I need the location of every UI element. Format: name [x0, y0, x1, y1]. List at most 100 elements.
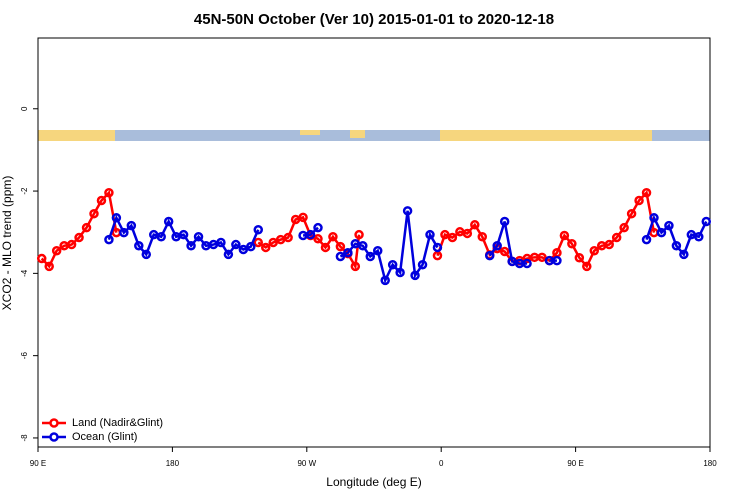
data-point	[440, 229, 450, 240]
data-point	[567, 238, 577, 249]
x-tick-label: 90 E	[567, 459, 583, 468]
data-point	[223, 249, 234, 260]
data-point	[96, 195, 107, 206]
ocean-band	[38, 130, 710, 141]
data-point	[559, 230, 570, 241]
land-band	[300, 130, 320, 135]
data-point	[268, 237, 278, 248]
land-band	[350, 130, 365, 138]
data-point	[156, 231, 166, 242]
data-point	[432, 242, 443, 253]
data-point	[178, 229, 189, 240]
data-point	[492, 241, 502, 251]
data-point	[253, 224, 264, 235]
data-point	[313, 234, 323, 244]
data-point	[320, 242, 331, 253]
data-point	[89, 208, 99, 219]
data-point	[186, 241, 196, 251]
data-point	[193, 231, 204, 242]
data-point	[664, 220, 674, 231]
data-point	[328, 231, 338, 242]
data-point	[634, 195, 644, 206]
y-tick-label: -4	[20, 269, 29, 277]
y-tick-label: -6	[20, 352, 29, 360]
data-point	[104, 234, 114, 245]
data-point	[626, 208, 637, 219]
data-point	[51, 245, 62, 256]
data-point	[119, 227, 129, 238]
data-point	[283, 232, 293, 243]
data-point	[641, 187, 652, 198]
legend-marker	[49, 432, 59, 442]
data-point	[313, 222, 323, 233]
land-band	[440, 130, 652, 141]
data-point	[335, 241, 346, 252]
data-point	[470, 220, 480, 230]
data-point	[417, 259, 428, 270]
data-point	[552, 255, 562, 266]
x-axis-label: Longitude (deg E)	[326, 475, 421, 489]
data-point	[425, 229, 435, 240]
data-point	[604, 239, 614, 250]
x-tick-label: 90 W	[297, 459, 316, 468]
y-tick-label: 0	[20, 106, 29, 111]
data-point	[656, 227, 667, 238]
data-point	[499, 216, 510, 227]
data-point	[216, 237, 226, 248]
legend-label: Ocean (Glint)	[72, 431, 137, 443]
data-point	[350, 261, 361, 272]
data-point	[694, 231, 704, 242]
data-point	[619, 222, 629, 233]
data-point	[253, 237, 264, 248]
data-point	[387, 259, 398, 270]
data-point	[522, 258, 532, 269]
data-point	[305, 229, 316, 240]
data-point	[238, 244, 249, 255]
data-point	[126, 220, 137, 231]
data-point	[141, 249, 152, 260]
data-point	[365, 251, 376, 262]
y-axis-label: XCO2 - MLO trend (ppm)	[0, 176, 14, 311]
plot-frame	[37, 37, 711, 448]
data-point	[163, 216, 174, 227]
data-point	[36, 253, 47, 264]
y-tick-label: -8	[20, 434, 29, 442]
data-point	[44, 261, 54, 272]
data-point	[649, 213, 659, 223]
data-point	[246, 241, 256, 252]
data-point	[335, 251, 346, 262]
data-point	[372, 245, 383, 256]
land-ocean-map	[38, 130, 710, 141]
legend-marker	[49, 418, 59, 428]
data-point	[111, 213, 122, 223]
data-point	[402, 206, 413, 216]
data-point	[462, 228, 473, 239]
data-point	[104, 187, 114, 198]
legend-label: Land (Nadir&Glint)	[72, 417, 163, 429]
land-band	[38, 130, 115, 141]
chart-title: 45N-50N October (Ver 10) 2015-01-01 to 2…	[194, 11, 554, 28]
series-line	[107, 210, 708, 285]
x-tick-label: 90 E	[30, 459, 46, 468]
data-point	[589, 245, 600, 256]
data-point	[499, 246, 510, 257]
data-point	[671, 241, 682, 251]
data-point	[582, 261, 592, 272]
data-point	[410, 270, 420, 281]
data-point	[611, 232, 622, 243]
data-point	[81, 222, 92, 233]
data-point	[484, 250, 495, 261]
y-tick-label: -2	[20, 187, 29, 195]
data-point	[537, 252, 547, 263]
data-point	[298, 212, 308, 223]
data-point	[231, 239, 241, 250]
data-point	[574, 252, 585, 263]
data-point	[701, 216, 712, 227]
x-tick-label: 180	[703, 459, 717, 468]
data-point	[358, 241, 368, 251]
data-point	[343, 248, 353, 258]
data-point	[134, 241, 144, 251]
data-point	[395, 267, 405, 278]
data-point	[260, 242, 271, 253]
